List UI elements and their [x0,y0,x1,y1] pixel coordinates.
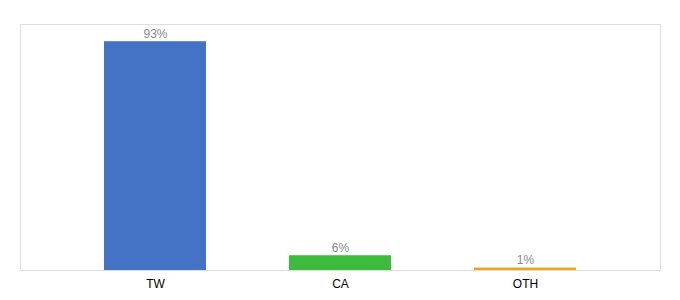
svg-text:1%: 1% [517,253,535,267]
svg-text:CA: CA [332,277,349,291]
svg-text:OTH: OTH [513,277,538,291]
svg-text:TW: TW [146,277,165,291]
svg-text:93%: 93% [143,27,167,41]
svg-text:6%: 6% [332,241,350,255]
